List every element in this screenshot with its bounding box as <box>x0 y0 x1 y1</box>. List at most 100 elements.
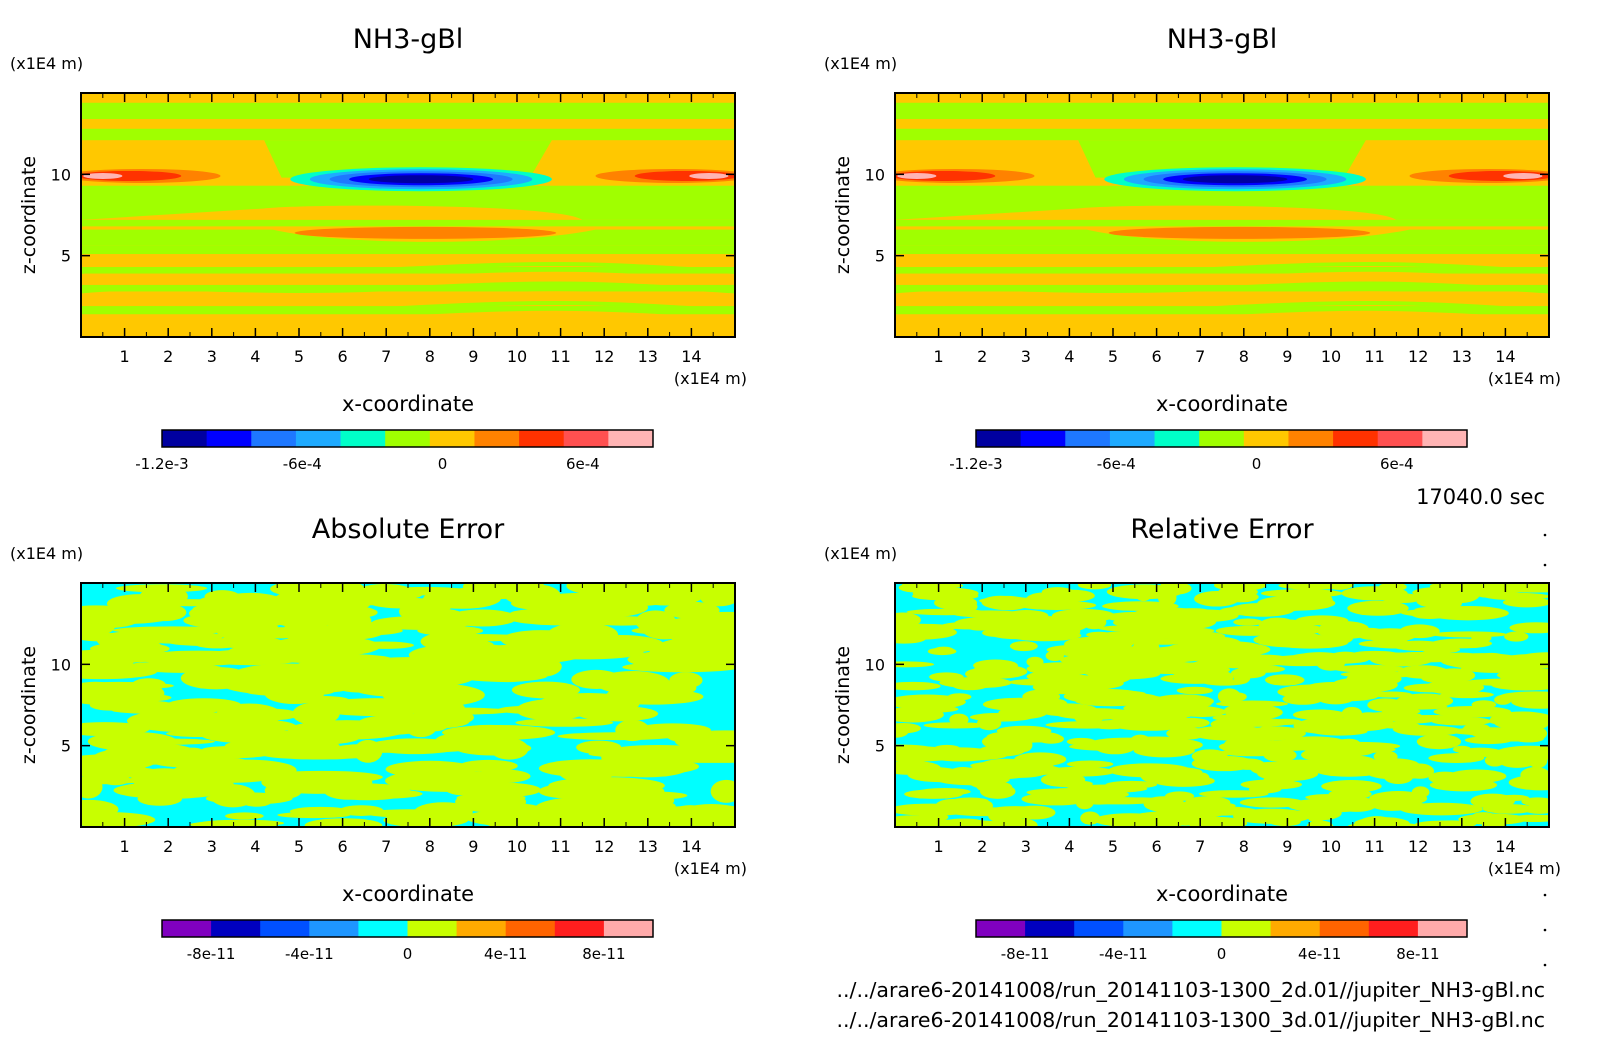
contour-blob <box>368 175 474 184</box>
x-tick-label: 8 <box>1239 837 1249 856</box>
contour-blob <box>565 597 664 608</box>
colorbar-segment <box>211 920 261 937</box>
contour-blob <box>982 697 1055 711</box>
contour-blob <box>1317 741 1401 751</box>
contour-blob <box>1123 703 1167 714</box>
contour-blob <box>1215 625 1286 636</box>
x-tick-label: 2 <box>163 347 173 366</box>
y-unit-label: (x1E4 m) <box>824 544 897 563</box>
colorbar-segment <box>1172 920 1222 937</box>
contour-blob <box>973 659 1018 672</box>
colorbar-frame <box>975 919 1468 938</box>
colorbar-segment <box>358 920 408 937</box>
contour-blob <box>180 666 252 690</box>
contour-blob <box>385 769 507 792</box>
contour-band <box>81 102 735 120</box>
x-tick-label: 11 <box>1364 837 1384 856</box>
contour-blob <box>1502 597 1549 608</box>
contour-blob <box>85 649 132 662</box>
contour-blob <box>1133 661 1205 674</box>
y-tick-label: 5 <box>875 247 885 266</box>
contour-blob <box>156 751 268 759</box>
contour-blob <box>1373 750 1398 763</box>
x-tick-label: 4 <box>250 347 260 366</box>
x-tick-label: 2 <box>977 837 987 856</box>
x-tick-label: 7 <box>1195 837 1205 856</box>
contour-blob <box>269 635 381 657</box>
contour-blob <box>294 226 557 239</box>
contour-blob <box>1263 775 1281 789</box>
chart-title: Absolute Error <box>312 514 505 545</box>
contour-blob <box>1416 734 1462 750</box>
contour-blob <box>595 670 670 695</box>
contour-blob <box>1440 691 1494 699</box>
x-tick-label: 14 <box>1495 837 1515 856</box>
contour-blob <box>342 621 446 630</box>
colorbar-segment <box>1368 920 1419 937</box>
colorbar-tick-label: -4e-11 <box>285 945 334 963</box>
x-axis-label: x-coordinate <box>1156 392 1288 416</box>
contour-blob <box>81 776 146 785</box>
colorbar-segment <box>1270 920 1321 937</box>
contour-blob <box>427 634 530 642</box>
y-axis-label: z-coordinate <box>832 156 854 274</box>
margin-dot <box>1543 893 1547 897</box>
contour-blob <box>895 612 921 628</box>
x-tick-label: 13 <box>1452 347 1472 366</box>
contour-blob <box>1199 790 1269 798</box>
contour-region <box>81 187 735 220</box>
colorbar-segment <box>162 430 208 447</box>
contour-blob <box>1134 585 1153 602</box>
contour-blob <box>1192 772 1210 784</box>
colorbar-segment <box>162 920 212 937</box>
contour-blob <box>895 744 933 753</box>
contour-region <box>895 187 1549 220</box>
contour-blob <box>247 708 299 721</box>
contour-blob <box>232 719 296 733</box>
colorbar-tick-label: -6e-4 <box>1097 455 1136 473</box>
colorbar-segment <box>1065 430 1111 447</box>
x-tick-label: 6 <box>338 837 348 856</box>
contour-blob <box>1338 738 1360 747</box>
x-unit-label: (x1E4 m) <box>674 369 747 388</box>
contour-blob <box>1007 629 1082 642</box>
colorbar-tick-label: -1.2e-3 <box>135 455 188 473</box>
x-unit-label: (x1E4 m) <box>674 859 747 878</box>
colorbar-segment <box>976 920 1026 937</box>
colorbar-segment <box>1199 430 1245 447</box>
y-tick-label: 5 <box>875 737 885 756</box>
x-tick-label: 4 <box>1064 837 1074 856</box>
contour-blob <box>648 639 735 660</box>
contour-blob <box>1329 715 1395 732</box>
colorbar-frame <box>161 429 654 448</box>
contour-line <box>81 310 735 323</box>
contour-line <box>895 261 1549 274</box>
contour-blob <box>1384 771 1413 785</box>
contour-blob <box>372 677 411 692</box>
colorbar-segment <box>1288 430 1334 447</box>
contour-blob <box>918 787 971 796</box>
y-tick-label: 5 <box>61 247 71 266</box>
contour-blob <box>1219 748 1284 757</box>
contour-line <box>895 291 1549 304</box>
contour-blob <box>459 759 518 772</box>
contour-blob <box>1520 767 1549 783</box>
contour-band <box>895 306 1549 315</box>
contour-blob <box>982 628 1008 637</box>
y-unit-label: (x1E4 m) <box>10 54 83 73</box>
x-tick-label: 3 <box>207 837 217 856</box>
contour-region <box>895 229 1549 246</box>
contour-blob <box>1030 674 1102 689</box>
x-tick-label: 5 <box>294 837 304 856</box>
contour-blob <box>315 698 434 717</box>
colorbar-segment <box>1377 430 1423 447</box>
colorbar-segment <box>976 430 1022 447</box>
contour-blob <box>1414 820 1471 827</box>
contour-blob <box>399 744 472 753</box>
x-tick-label: 10 <box>1321 837 1341 856</box>
contour-blob <box>895 724 909 738</box>
contour-blob <box>1055 708 1138 720</box>
contour-blob <box>87 731 177 751</box>
x-tick-label: 6 <box>1152 837 1162 856</box>
colorbar-segment <box>563 430 609 447</box>
